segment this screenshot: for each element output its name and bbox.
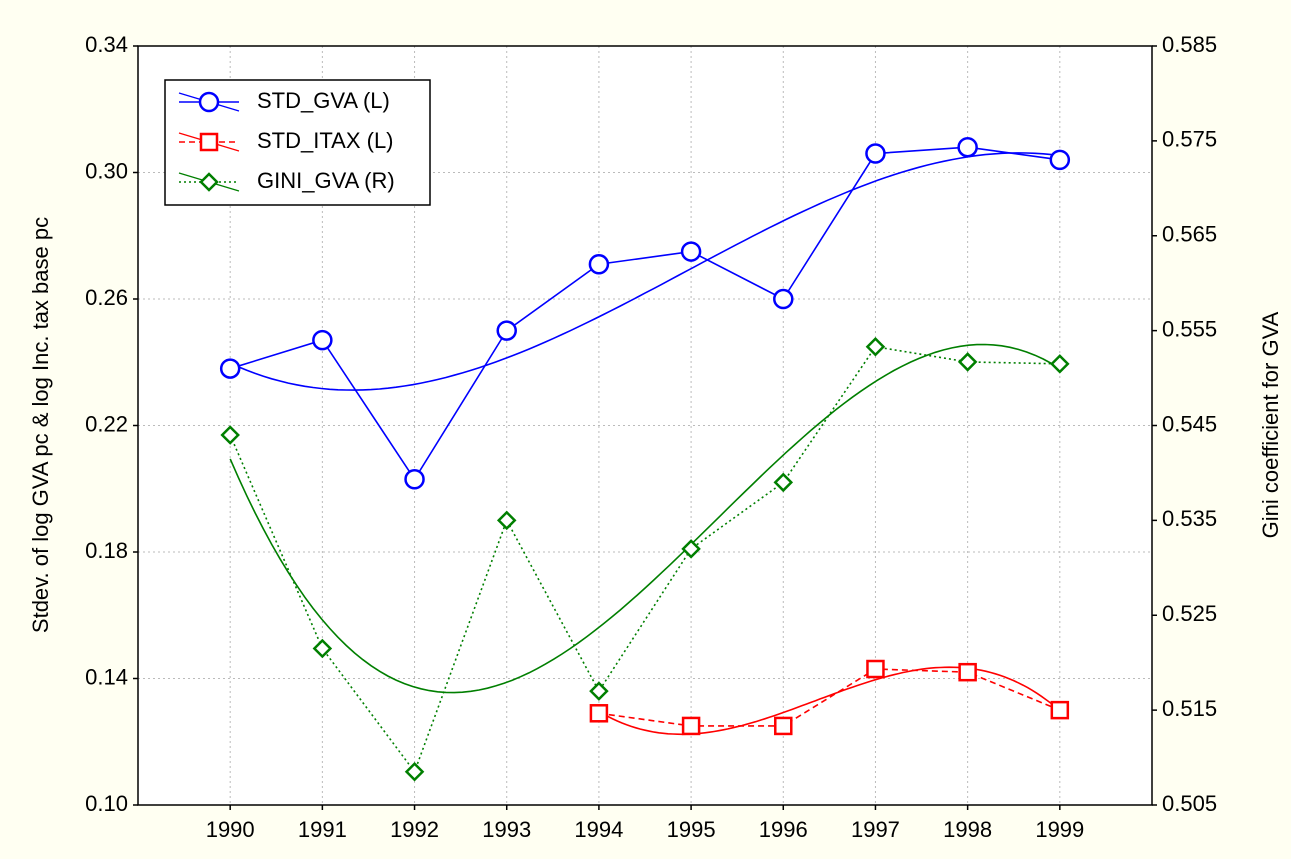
- y-tick-label: 0.26: [85, 285, 128, 310]
- x-tick-label: 1993: [482, 817, 531, 842]
- marker: [1050, 700, 1070, 720]
- marker: [680, 241, 702, 262]
- y2-tick-label: 0.555: [1162, 316, 1217, 341]
- x-tick-label: 1997: [851, 817, 900, 842]
- trend-curve: [229, 152, 1060, 391]
- marker: [589, 704, 609, 723]
- marker: [1049, 149, 1071, 171]
- marker: [958, 662, 977, 682]
- marker: [404, 469, 425, 490]
- series-line: [229, 146, 1060, 481]
- x-tick-label: 1999: [1035, 817, 1084, 842]
- y-tick-label: 0.14: [85, 664, 128, 689]
- legend: STD_GVA (L) STD_ITAX (L) GINI_GVA (R): [164, 79, 431, 206]
- marker: [681, 716, 701, 736]
- marker: [404, 762, 425, 782]
- marker: [865, 143, 886, 164]
- marker: [588, 253, 610, 275]
- y-tick-label: 0.30: [85, 158, 128, 183]
- y2-tick-label: 0.505: [1162, 791, 1217, 816]
- trend-curve: [598, 666, 1061, 736]
- x-tick-label: 1996: [759, 817, 808, 842]
- legend-label: STD_ITAX (L): [257, 128, 394, 153]
- y2-tick-label: 0.545: [1162, 411, 1217, 436]
- marker: [957, 136, 978, 158]
- y2-tick-label: 0.585: [1162, 32, 1217, 57]
- marker: [496, 510, 517, 531]
- marker: [773, 472, 794, 493]
- y-tick-label: 0.34: [85, 32, 128, 57]
- x-tick-label: 1994: [574, 817, 623, 842]
- x-tick-label: 1991: [298, 817, 347, 842]
- x-tick-label: 1995: [667, 817, 716, 842]
- marker: [866, 659, 885, 679]
- marker: [199, 172, 219, 192]
- y-tick-label: 0.22: [85, 411, 128, 436]
- legend-label: STD_GVA (L): [257, 88, 390, 113]
- x-tick-label: 1998: [943, 817, 992, 842]
- marker: [681, 539, 701, 559]
- series-line: [598, 668, 1061, 727]
- marker: [865, 336, 886, 357]
- y2-tick-label: 0.565: [1162, 222, 1217, 247]
- marker: [220, 425, 240, 445]
- y2-tick-label: 0.575: [1162, 127, 1217, 152]
- y2-axis-label: Gini coefficient for GVA: [1258, 311, 1283, 538]
- marker: [589, 681, 609, 701]
- marker: [773, 288, 794, 310]
- marker: [774, 716, 793, 736]
- legend-label: GINI_GVA (R): [257, 168, 395, 193]
- marker: [312, 329, 333, 351]
- marker: [1050, 354, 1070, 374]
- marker: [496, 320, 517, 341]
- marker: [312, 638, 333, 659]
- x-tick-label: 1990: [206, 817, 255, 842]
- y-tick-label: 0.18: [85, 538, 128, 563]
- y2-tick-label: 0.515: [1162, 696, 1217, 721]
- y-tick-label: 0.10: [85, 791, 128, 816]
- y-axis-label: Stdev. of log GVA pc & log Inc. tax base…: [28, 217, 53, 633]
- x-tick-label: 1992: [390, 817, 439, 842]
- marker: [957, 352, 978, 372]
- marker: [199, 132, 219, 152]
- marker: [198, 91, 220, 113]
- y2-tick-label: 0.525: [1162, 601, 1217, 626]
- y2-tick-label: 0.535: [1162, 506, 1217, 531]
- marker: [219, 358, 241, 379]
- curves: [229, 152, 1061, 736]
- trend-curve: [229, 343, 1061, 694]
